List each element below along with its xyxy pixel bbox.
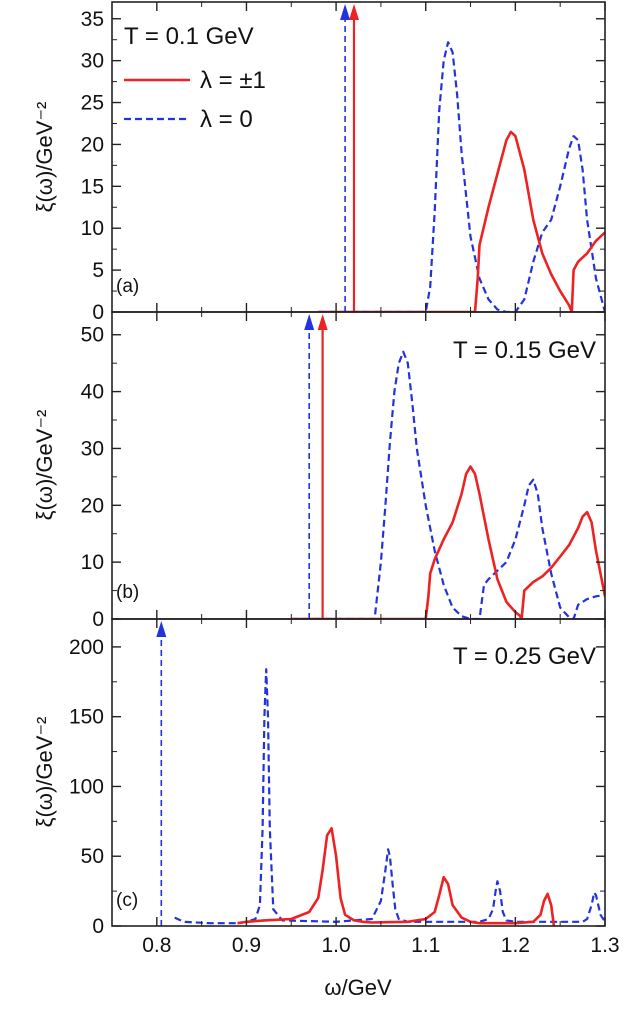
delta-peak-arrowhead-panel-a <box>340 4 351 20</box>
y-tick-label-panel-c: 150 <box>69 706 104 729</box>
legend-label-lambda-pm1: λ = ±1 <box>200 67 266 94</box>
y-tick-label-panel-b: 10 <box>81 551 104 574</box>
y-tick-label-panel-b: 0 <box>92 608 104 631</box>
y-tick-label-panel-b: 20 <box>81 494 104 517</box>
delta-peak-arrowhead-panel-c <box>156 621 167 637</box>
x-axis-label: ω/GeV <box>324 975 392 1000</box>
x-tick-label: 1.1 <box>411 934 440 957</box>
x-tick-label: 0.8 <box>142 934 171 957</box>
series-lambda-0-panel-c <box>174 668 605 925</box>
y-tick-label-panel-c: 0 <box>92 915 104 938</box>
series-lambda-0-panel-b <box>291 350 605 619</box>
panel-a: 0 5 10 15 20 25 30 35 T = 0.1 GeV (a) λ = ±1 λ … <box>32 1 606 324</box>
x-axis: 0.8 0.9 1.0 1.1 1.2 1.3 <box>142 934 619 957</box>
y-tick-label-panel-b: 30 <box>81 437 104 460</box>
panel-c-ylabel: ξ(ω)/GeV⁻² <box>32 717 57 828</box>
panel-b-label: (b) <box>116 582 139 603</box>
panel-c-label: (c) <box>116 890 138 911</box>
y-tick-label-panel-c: 100 <box>69 775 104 798</box>
delta-peak-arrowhead-panel-b <box>317 314 328 330</box>
y-tick-label-panel-a: 35 <box>81 8 104 31</box>
y-tick-label-panel-a: 10 <box>81 217 104 240</box>
panel-b-title: T = 0.15 GeV <box>453 337 596 364</box>
legend-label-lambda-0: λ = 0 <box>200 106 253 133</box>
panel-b: 0 10 20 30 40 50 T = 0.15 GeV (b) ξ(ω)/GeV⁻² <box>32 311 606 631</box>
y-tick-label-panel-a: 25 <box>81 92 104 115</box>
panel-a-title: T = 0.1 GeV <box>124 23 254 50</box>
delta-peak-arrowhead-panel-a <box>349 4 360 20</box>
legend: λ = ±1 λ = 0 <box>124 67 266 133</box>
panel-b-ylabel: ξ(ω)/GeV⁻² <box>32 410 57 521</box>
y-tick-label-panel-a: 15 <box>81 175 104 198</box>
panel-c-frame <box>111 618 606 927</box>
x-tick-label: 1.2 <box>501 934 530 957</box>
y-tick-label-panel-a: 20 <box>81 133 104 156</box>
series-lambda-pm1-panel-b <box>291 465 605 619</box>
series-lambda-pm1-panel-a <box>318 130 605 312</box>
delta-peak-arrowhead-panel-b <box>304 314 315 330</box>
x-tick-label: 1.0 <box>321 934 350 957</box>
y-tick-label-panel-b: 50 <box>81 324 104 347</box>
series-lambda-pm1-panel-c <box>237 826 556 926</box>
panel-c-title: T = 0.25 GeV <box>453 643 596 670</box>
panel-a-label: (a) <box>116 276 139 297</box>
series-lambda-0-panel-a <box>318 41 605 312</box>
x-tick-label: 0.9 <box>232 934 261 957</box>
panel-a-ylabel: ξ(ω)/GeV⁻² <box>32 102 57 213</box>
y-tick-label-panel-a: 5 <box>92 259 104 282</box>
y-tick-label-panel-b: 40 <box>81 381 104 404</box>
y-tick-label-panel-a: 0 <box>92 301 104 324</box>
y-tick-label-panel-c: 200 <box>69 636 104 659</box>
y-tick-label-panel-c: 50 <box>81 845 104 868</box>
panel-c: 0 50 100 150 200 T = 0.25 GeV (c) ξ(ω)/GeV⁻² <box>32 618 606 938</box>
x-tick-label: 1.3 <box>590 934 619 957</box>
y-tick-label-panel-a: 30 <box>81 50 104 73</box>
